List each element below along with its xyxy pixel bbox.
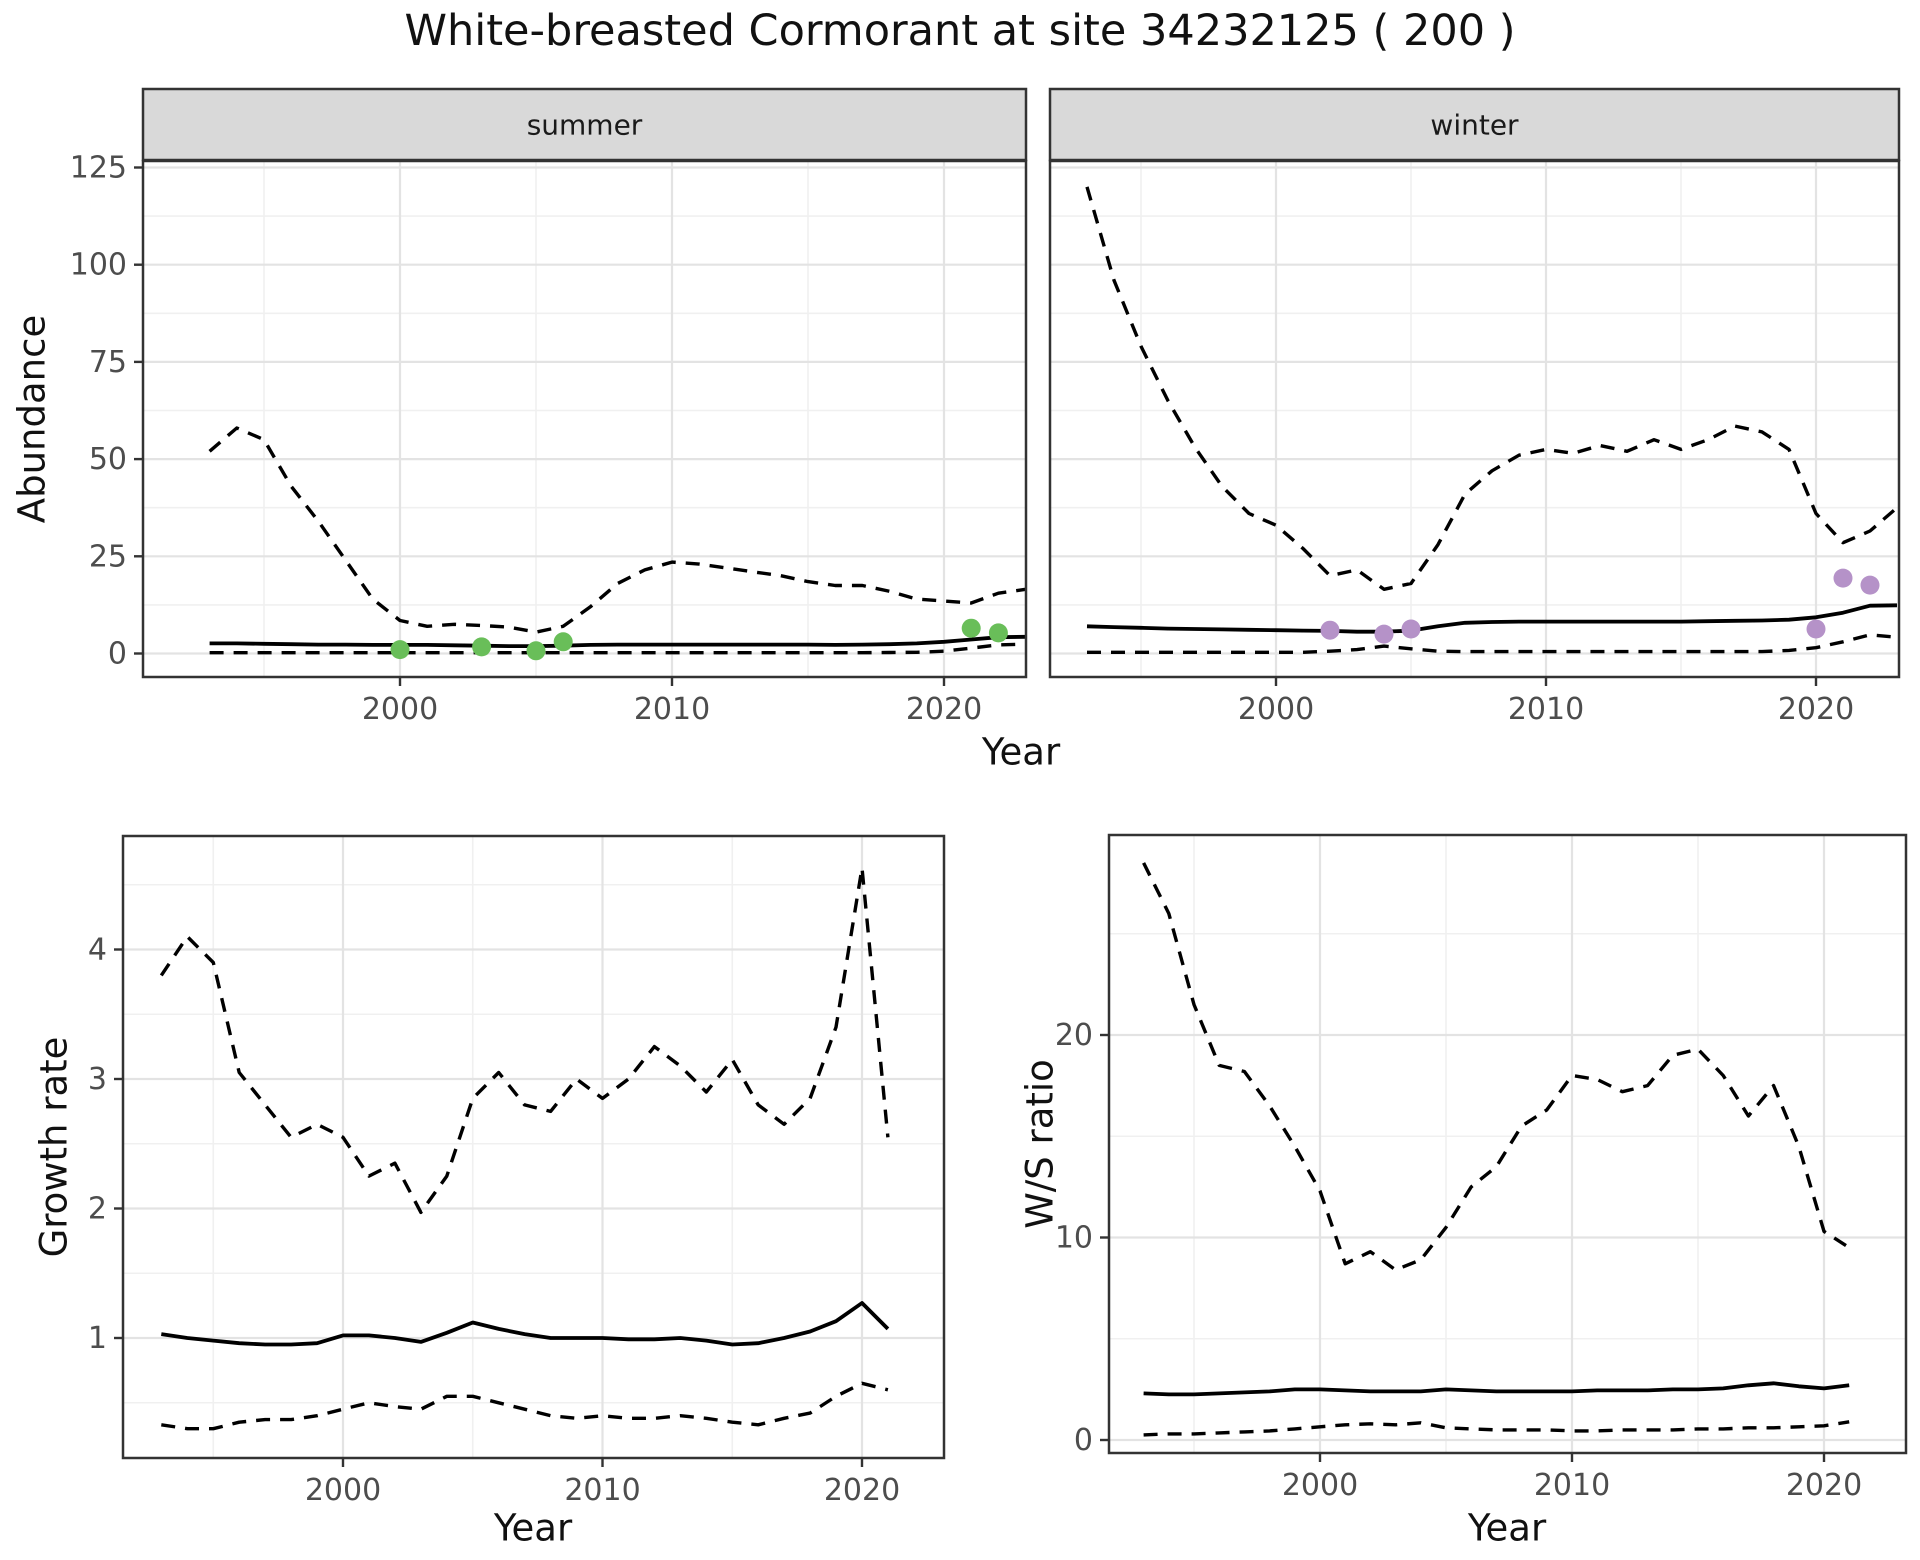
y-tick-label: 20: [1055, 1018, 1093, 1053]
year-axis-title-bottom-right: Year: [1467, 1506, 1547, 1550]
x-tick-label: 2010: [634, 692, 710, 727]
panel-background: [1109, 835, 1906, 1453]
x-tick-label: 2020: [1778, 692, 1854, 727]
facet-strip-label: winter: [1430, 109, 1519, 142]
abundance-axis-title: Abundance: [10, 314, 54, 524]
y-tick-label: 0: [108, 637, 127, 672]
data-point-summer: [988, 623, 1008, 643]
y-tick-label: 0: [1074, 1423, 1093, 1458]
panel-background: [1050, 161, 1899, 677]
facet-strip-label: summer: [527, 109, 643, 142]
plot-title: White-breasted Cormorant at site 3423212…: [404, 6, 1516, 56]
line-upper_ci: [1142, 862, 1851, 1272]
x-tick-label: 2020: [1786, 1468, 1862, 1503]
line-winter-upper_ci: [1085, 186, 1899, 591]
data-point-summer: [526, 641, 546, 661]
y-tick-label: 3: [88, 1062, 107, 1097]
y-tick-label: 4: [88, 933, 107, 968]
panel-border: [121, 834, 946, 1460]
line-winter-median: [1086, 603, 1898, 634]
data-point-winter: [1833, 568, 1853, 588]
data-point-summer: [390, 640, 410, 660]
year-axis-title-top: Year: [981, 730, 1061, 774]
line-median: [1143, 1381, 1850, 1397]
x-tick-label: 2020: [824, 1473, 900, 1508]
panel-background: [143, 161, 1026, 677]
line-summer-median: [209, 634, 1026, 648]
ws-ratio-axis-title: W/S ratio: [1018, 1059, 1062, 1229]
y-tick-label: 75: [89, 345, 127, 380]
line-winter-lower_ci: [1087, 633, 1898, 654]
panel-border: [1107, 833, 1908, 1455]
y-tick-label: 10: [1055, 1221, 1093, 1256]
y-tick-label: 100: [70, 248, 127, 283]
data-point-winter: [1401, 619, 1421, 639]
growth-rate-axis-title: Growth rate: [32, 1036, 76, 1258]
data-point-winter: [1860, 575, 1880, 595]
facet-strip: [141, 87, 1028, 162]
data-point-summer: [961, 618, 981, 638]
x-tick-label: 2010: [1534, 1468, 1610, 1503]
line-summer-lower_ci: [209, 642, 1026, 655]
data-point-winter: [1806, 619, 1826, 639]
data-point-summer: [553, 632, 573, 652]
y-tick-label: 125: [70, 151, 127, 186]
y-tick-label: 50: [89, 442, 127, 477]
line-upper_ci: [159, 866, 890, 1215]
x-tick-label: 2000: [1282, 1468, 1358, 1503]
year-axis-title-bottom-left: Year: [493, 1506, 573, 1550]
panel-background: [123, 836, 944, 1458]
data-point-winter: [1374, 624, 1394, 644]
y-tick-label: 2: [88, 1192, 107, 1227]
y-tick-label: 1: [88, 1321, 107, 1356]
line-lower_ci: [1143, 1420, 1850, 1437]
x-tick-label: 2010: [564, 1473, 640, 1508]
x-tick-label: 2000: [362, 692, 438, 727]
line-lower_ci: [161, 1381, 889, 1431]
x-tick-label: 2000: [305, 1473, 381, 1508]
y-tick-label: 25: [89, 539, 127, 574]
x-tick-label: 2020: [906, 692, 982, 727]
x-tick-label: 2010: [1508, 692, 1584, 727]
x-tick-label: 2000: [1238, 692, 1314, 727]
facet-strip: [1048, 87, 1901, 162]
data-point-winter: [1320, 620, 1340, 640]
data-point-summer: [472, 637, 492, 657]
line-median: [161, 1301, 890, 1347]
